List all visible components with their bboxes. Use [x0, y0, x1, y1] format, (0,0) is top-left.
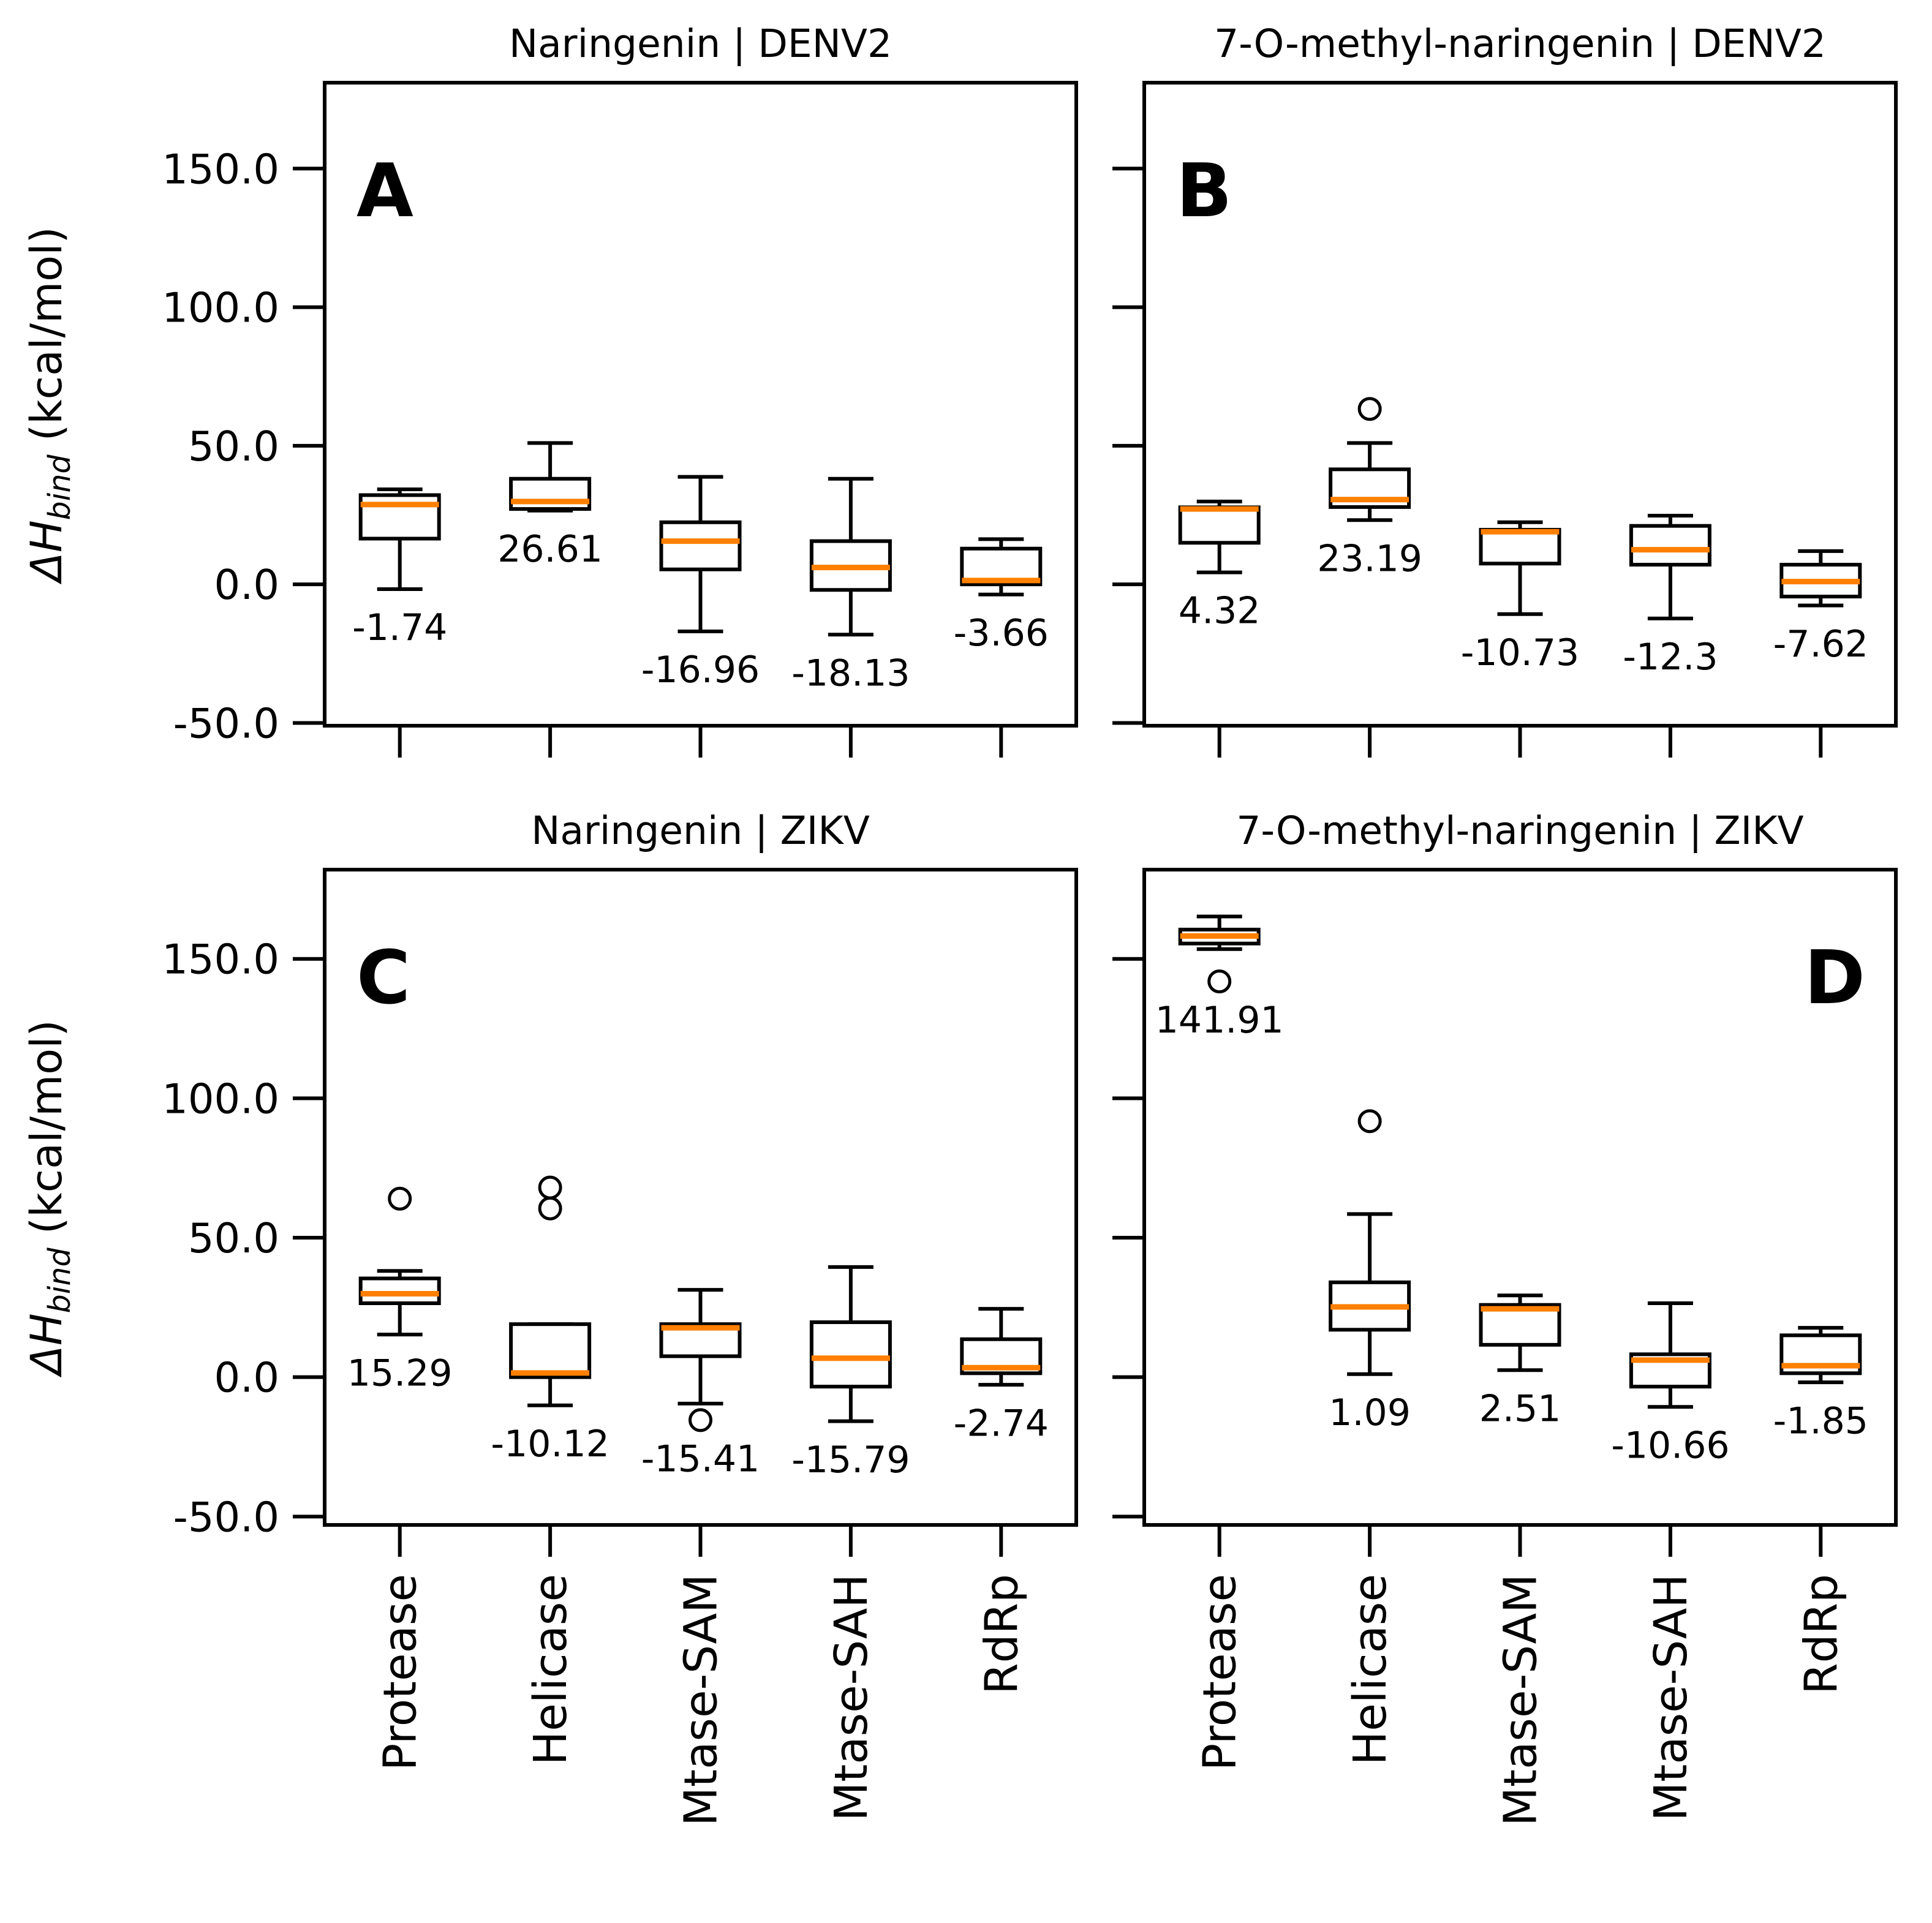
- box-protease: 15.29: [347, 1186, 453, 1395]
- outlier-point: [1357, 1109, 1382, 1134]
- panel-letter: D: [1804, 936, 1865, 1021]
- panel-title: 7-O-methyl-naringenin | ZIKV: [1236, 808, 1803, 854]
- box-protease: -1.74: [352, 487, 447, 649]
- box-rdrp: -2.74: [954, 1307, 1049, 1445]
- min-value-label: -1.85: [1773, 1400, 1868, 1443]
- outlier-point: [388, 1186, 412, 1211]
- y-tick-label: 150.0: [162, 936, 279, 984]
- box-mtase-sah: -18.13: [791, 476, 910, 694]
- y-tick-label: 50.0: [188, 1214, 279, 1262]
- y-axis-label: ΔHbind (kcal/mol): [21, 227, 77, 585]
- box-mtase-sam: 2.51: [1479, 1293, 1561, 1431]
- iqr-box: [1479, 528, 1561, 566]
- panel-letter: C: [357, 936, 410, 1021]
- iqr-box: [1629, 524, 1711, 567]
- min-value-label: -1.74: [352, 606, 447, 649]
- panel-C: Naringenin | ZIKV C 150.0 100.0 50.0 0.0 -50.0…: [21, 808, 1078, 1826]
- box-helicase: -10.12: [491, 1175, 609, 1466]
- panel-D: 7-O-methyl-naringenin | ZIKV D Protease Hel…: [1112, 808, 1898, 1826]
- outlier-point: [1207, 969, 1232, 994]
- min-value-label: -12.3: [1623, 636, 1718, 679]
- y-tick-label: 150.0: [162, 145, 279, 193]
- box-protease: 141.91: [1155, 914, 1284, 1042]
- box-mtase-sam: -15.41: [641, 1288, 760, 1480]
- outlier-point: [689, 1408, 712, 1432]
- iqr-box: [509, 476, 592, 511]
- panel-title: Naringenin | ZIKV: [531, 808, 870, 854]
- box-mtase-sah: -12.3: [1623, 513, 1718, 679]
- x-tick-label: Protease: [1194, 1574, 1247, 1771]
- y-tick-label: -50.0: [173, 1493, 279, 1541]
- x-tick-label: Mtase-SAM: [675, 1574, 728, 1826]
- y-tick-label: 100.0: [162, 284, 279, 332]
- min-value-label: 15.29: [347, 1352, 453, 1395]
- min-value-label: -15.41: [641, 1437, 760, 1480]
- y-tick-label: -50.0: [173, 699, 279, 747]
- min-value-label: -2.74: [954, 1402, 1049, 1445]
- box-helicase: 23.19: [1317, 397, 1422, 580]
- iqr-box: [1178, 505, 1261, 545]
- box-mtase-sam: -10.73: [1461, 520, 1579, 674]
- x-tick-label: Mtase-SAH: [825, 1574, 878, 1821]
- y-tick-label: 0.0: [214, 1354, 279, 1402]
- x-tick-label: Mtase-SAM: [1495, 1574, 1547, 1826]
- y-tick-label: 0.0: [214, 561, 279, 609]
- box-helicase: 1.09: [1329, 1109, 1411, 1434]
- panel-letter: A: [357, 149, 413, 234]
- outlier-point: [538, 1175, 562, 1200]
- box-mtase-sah: -15.79: [791, 1265, 910, 1481]
- min-value-label: 4.32: [1179, 590, 1261, 633]
- x-tick-label: Mtase-SAH: [1645, 1574, 1697, 1821]
- x-tick-label: RdRp: [1795, 1574, 1847, 1695]
- min-value-label: 1.09: [1329, 1391, 1411, 1434]
- min-value-label: -10.12: [491, 1423, 609, 1466]
- x-tick-label: Helicase: [524, 1574, 577, 1765]
- min-value-label: -18.13: [791, 652, 910, 694]
- iqr-box: [509, 1322, 592, 1379]
- box-mtase-sam: -16.96: [641, 475, 760, 691]
- min-value-label: -10.66: [1611, 1424, 1729, 1467]
- y-axis-label: ΔHbind (kcal/mol): [21, 1020, 77, 1378]
- min-value-label: 23.19: [1317, 537, 1422, 580]
- box-helicase: 26.61: [497, 441, 603, 571]
- x-tick-label: Helicase: [1344, 1574, 1397, 1765]
- outlier-point: [538, 1196, 562, 1221]
- box-mtase-sah: -10.66: [1611, 1301, 1730, 1467]
- min-value-label: 26.61: [497, 528, 603, 571]
- x-tick-label: RdRp: [975, 1574, 1028, 1695]
- panel-A: Naringenin | DENV2 A 150.0 100.0 50.0 0.0 -50.…: [21, 21, 1078, 758]
- panel-letter: B: [1176, 149, 1232, 234]
- box-protease: 4.32: [1178, 499, 1261, 633]
- min-value-label: -16.96: [641, 649, 760, 691]
- iqr-box: [358, 493, 441, 541]
- iqr-box: [809, 1320, 892, 1389]
- panel-title: Naringenin | DENV2: [509, 21, 892, 67]
- outlier-point: [1357, 397, 1382, 421]
- min-value-label: -3.66: [954, 612, 1049, 655]
- x-tick-label: Protease: [374, 1574, 427, 1771]
- min-value-label: -7.62: [1773, 623, 1868, 666]
- box-rdrp: -3.66: [954, 537, 1049, 655]
- box-rdrp: -1.85: [1773, 1326, 1868, 1443]
- min-value-label: 141.91: [1155, 999, 1284, 1042]
- box-rdrp: -7.62: [1773, 549, 1868, 666]
- panel-B: 7-O-methyl-naringenin | DENV2 B 4.32 23.19 -…: [1112, 21, 1898, 758]
- min-value-label: -15.79: [791, 1439, 910, 1481]
- panel-title: 7-O-methyl-naringenin | DENV2: [1214, 21, 1826, 67]
- iqr-box: [358, 1276, 441, 1306]
- min-value-label: -10.73: [1461, 631, 1579, 674]
- min-value-label: 2.51: [1479, 1388, 1561, 1431]
- iqr-box: [659, 520, 742, 571]
- y-tick-label: 50.0: [188, 423, 279, 470]
- y-tick-label: 100.0: [162, 1075, 279, 1123]
